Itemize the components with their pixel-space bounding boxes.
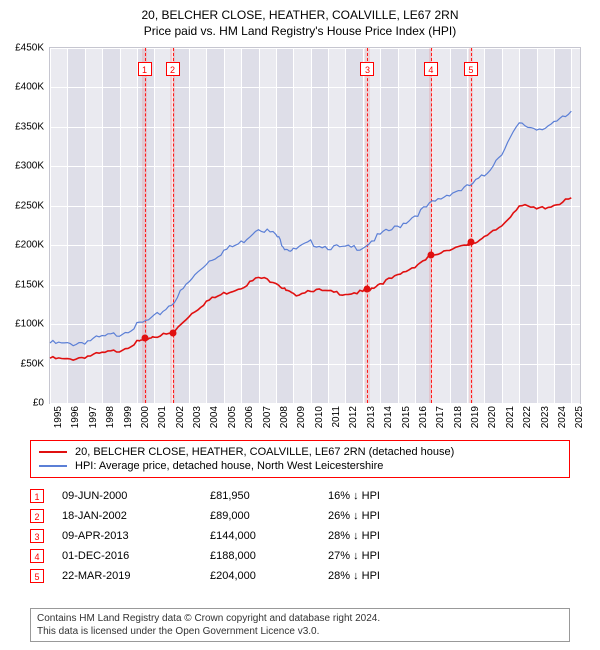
- x-tick-label: 2021: [505, 406, 516, 428]
- x-tick-label: 2022: [522, 406, 533, 428]
- sales-row: 5 22-MAR-2019 £204,000 28% ↓ HPI: [30, 566, 570, 586]
- down-arrow-icon: ↓: [353, 510, 359, 522]
- x-tick-label: 1999: [123, 406, 134, 428]
- down-arrow-icon: ↓: [353, 570, 359, 582]
- down-arrow-icon: ↓: [353, 550, 359, 562]
- series-hpi: [50, 111, 571, 346]
- x-tick-label: 2020: [487, 406, 498, 428]
- sales-row-delta: 26% ↓ HPI: [328, 510, 448, 522]
- sales-row-index: 1: [30, 489, 44, 503]
- y-tick-label: £350K: [15, 121, 44, 132]
- x-tick-label: 2008: [279, 406, 290, 428]
- y-tick-label: £0: [33, 398, 44, 409]
- y-tick-label: £150K: [15, 279, 44, 290]
- x-tick-label: 2009: [296, 406, 307, 428]
- sales-row-index: 2: [30, 509, 44, 523]
- sales-row-index: 3: [30, 529, 44, 543]
- sales-row-price: £204,000: [210, 570, 310, 582]
- x-tick-label: 2010: [314, 406, 325, 428]
- x-tick-label: 2018: [453, 406, 464, 428]
- sales-row-date: 22-MAR-2019: [62, 570, 192, 582]
- sales-row-price: £144,000: [210, 530, 310, 542]
- legend-swatch: [39, 465, 67, 467]
- y-tick-label: £200K: [15, 240, 44, 251]
- x-tick-label: 2015: [401, 406, 412, 428]
- x-tick-label: 2025: [574, 406, 585, 428]
- x-tick-label: 2003: [192, 406, 203, 428]
- x-tick-label: 2011: [331, 406, 342, 428]
- sales-table: 1 09-JUN-2000 £81,950 16% ↓ HPI 2 18-JAN-2002…: [30, 486, 570, 586]
- chart-area: 12345 £0£50K£100K£150K£200K£250K£300K£35…: [50, 48, 580, 428]
- legend-item: 20, BELCHER CLOSE, HEATHER, COALVILLE, L…: [39, 445, 561, 459]
- sales-row: 2 18-JAN-2002 £89,000 26% ↓ HPI: [30, 506, 570, 526]
- legend-item: HPI: Average price, detached house, Nort…: [39, 459, 561, 473]
- sales-row: 3 09-APR-2013 £144,000 28% ↓ HPI: [30, 526, 570, 546]
- sales-row-date: 18-JAN-2002: [62, 510, 192, 522]
- x-tick-label: 2000: [140, 406, 151, 428]
- y-tick-label: £300K: [15, 161, 44, 172]
- x-tick-label: 1997: [88, 406, 99, 428]
- x-tick-label: 2001: [157, 406, 168, 428]
- sales-row-date: 01-DEC-2016: [62, 550, 192, 562]
- x-tick-label: 2023: [540, 406, 551, 428]
- x-tick-label: 1995: [53, 406, 64, 428]
- x-tick-label: 2004: [209, 406, 220, 428]
- sales-row-date: 09-APR-2013: [62, 530, 192, 542]
- footer-line-2: This data is licensed under the Open Gov…: [37, 625, 563, 638]
- x-tick-label: 1998: [105, 406, 116, 428]
- footer-line-1: Contains HM Land Registry data © Crown c…: [37, 612, 563, 625]
- y-tick-label: £50K: [21, 358, 44, 369]
- down-arrow-icon: ↓: [353, 490, 359, 502]
- sales-row-delta: 28% ↓ HPI: [328, 570, 448, 582]
- down-arrow-icon: ↓: [353, 530, 359, 542]
- x-tick-label: 2012: [348, 406, 359, 428]
- sales-row-index: 4: [30, 549, 44, 563]
- legend-swatch: [39, 451, 67, 453]
- sales-row-delta: 28% ↓ HPI: [328, 530, 448, 542]
- legend: 20, BELCHER CLOSE, HEATHER, COALVILLE, L…: [30, 440, 570, 478]
- chart-lines: [50, 48, 580, 403]
- sales-row-index: 5: [30, 569, 44, 583]
- x-tick-label: 2006: [244, 406, 255, 428]
- y-tick-label: £450K: [15, 43, 44, 54]
- chart-title: 20, BELCHER CLOSE, HEATHER, COALVILLE, L…: [0, 8, 600, 22]
- sales-row-price: £89,000: [210, 510, 310, 522]
- x-tick-label: 2016: [418, 406, 429, 428]
- x-tick-label: 2019: [470, 406, 481, 428]
- sales-row-date: 09-JUN-2000: [62, 490, 192, 502]
- y-tick-label: £100K: [15, 319, 44, 330]
- sales-row: 4 01-DEC-2016 £188,000 27% ↓ HPI: [30, 546, 570, 566]
- x-tick-label: 2005: [227, 406, 238, 428]
- sales-row-price: £188,000: [210, 550, 310, 562]
- y-tick-label: £400K: [15, 82, 44, 93]
- sales-row: 1 09-JUN-2000 £81,950 16% ↓ HPI: [30, 486, 570, 506]
- x-tick-label: 2024: [557, 406, 568, 428]
- legend-label: 20, BELCHER CLOSE, HEATHER, COALVILLE, L…: [75, 446, 454, 458]
- x-tick-label: 2017: [435, 406, 446, 428]
- x-tick-label: 2013: [366, 406, 377, 428]
- sales-row-delta: 16% ↓ HPI: [328, 490, 448, 502]
- x-tick-label: 2014: [383, 406, 394, 428]
- sales-row-delta: 27% ↓ HPI: [328, 550, 448, 562]
- sales-row-price: £81,950: [210, 490, 310, 502]
- x-tick-label: 2007: [262, 406, 273, 428]
- y-tick-label: £250K: [15, 200, 44, 211]
- x-tick-label: 1996: [70, 406, 81, 428]
- footer-attribution: Contains HM Land Registry data © Crown c…: [30, 608, 570, 642]
- series-price: [50, 198, 571, 360]
- chart-subtitle: Price paid vs. HM Land Registry's House …: [0, 24, 600, 38]
- x-tick-label: 2002: [175, 406, 186, 428]
- legend-label: HPI: Average price, detached house, Nort…: [75, 460, 383, 472]
